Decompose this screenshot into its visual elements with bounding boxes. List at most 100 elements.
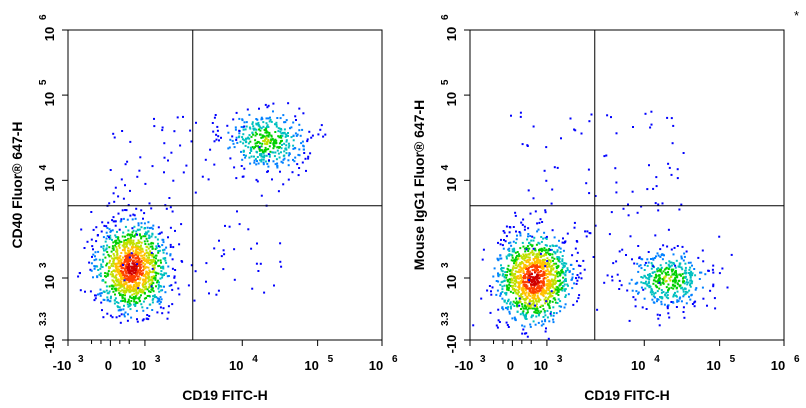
event-dot [564, 296, 567, 298]
event-dot [532, 247, 535, 250]
event-dot [621, 248, 624, 251]
event-dot [267, 117, 270, 120]
event-dot [525, 248, 528, 251]
event-dot [120, 178, 123, 181]
event-dot [649, 126, 652, 129]
event-dot [518, 268, 521, 271]
event-dot [261, 142, 264, 145]
event-dot [223, 253, 226, 256]
event-dot [522, 262, 525, 265]
event-dot [534, 266, 537, 269]
event-dot [534, 297, 537, 300]
event-dot [122, 274, 125, 277]
event-dot [266, 131, 269, 134]
event-dot [686, 291, 689, 294]
event-dot [134, 279, 137, 282]
event-dot [268, 145, 271, 148]
event-dot [152, 242, 155, 245]
event-dot [532, 252, 535, 255]
event-dot [151, 279, 154, 282]
event-dot [523, 257, 526, 260]
event-dot [287, 159, 290, 162]
event-dot [106, 227, 109, 229]
event-dot [521, 332, 524, 335]
event-dot [527, 227, 530, 230]
event-dot [683, 280, 685, 283]
event-dot [169, 246, 172, 248]
event-dot [647, 251, 650, 253]
event-dot [688, 268, 691, 271]
event-dot [651, 291, 654, 294]
event-dot [111, 229, 114, 232]
event-dot [560, 269, 563, 272]
event-dot [123, 297, 126, 300]
event-dot [585, 182, 588, 185]
event-dot [282, 158, 285, 161]
event-dot [287, 134, 289, 137]
event-dot [275, 121, 278, 124]
event-dot [128, 241, 131, 244]
event-dot [100, 230, 103, 233]
event-dot [562, 276, 565, 279]
event-dot [522, 271, 525, 274]
event-dot [303, 152, 306, 154]
event-dot [683, 252, 686, 255]
event-dot [561, 287, 563, 290]
event-dot [553, 291, 556, 294]
x-tick-label: -10 [455, 358, 474, 373]
event-dot [268, 159, 270, 162]
event-dot [646, 284, 649, 287]
event-dot [502, 273, 505, 276]
event-dot [161, 238, 164, 241]
event-dot [148, 290, 150, 293]
event-dot [302, 112, 305, 115]
event-dot [552, 259, 554, 262]
event-dot [670, 268, 673, 271]
event-dot [296, 163, 299, 166]
event-dot [234, 128, 237, 131]
event-dot [517, 301, 520, 304]
event-dot [140, 209, 143, 212]
event-dot [112, 285, 115, 288]
event-dot [538, 298, 541, 301]
event-dot [532, 288, 535, 291]
event-dot [263, 140, 266, 143]
event-dot [587, 168, 590, 171]
event-dot [280, 136, 283, 139]
event-dot [526, 285, 529, 288]
event-dot [118, 287, 121, 290]
event-dot [652, 187, 655, 190]
event-dot [540, 250, 543, 253]
event-dot [514, 270, 517, 273]
event-dot [510, 274, 513, 277]
event-dot [536, 306, 538, 309]
event-dot [275, 125, 278, 128]
event-dot [245, 125, 248, 128]
event-dot [117, 287, 120, 290]
event-dot [525, 254, 528, 257]
event-dot [143, 264, 146, 267]
event-dot [665, 280, 668, 282]
event-dot [554, 298, 557, 301]
event-dot [511, 268, 514, 271]
event-dot [528, 247, 531, 250]
event-dot [515, 292, 518, 295]
event-dot [558, 288, 561, 291]
event-dot [529, 279, 532, 282]
event-dot [539, 260, 542, 262]
event-dot [507, 306, 510, 309]
event-dot [132, 250, 135, 253]
event-dot [116, 279, 119, 281]
event-dot [542, 254, 545, 257]
event-dot [650, 262, 653, 265]
event-dot [569, 117, 572, 120]
event-dot [656, 268, 658, 271]
event-dot [518, 288, 521, 291]
event-dot [120, 300, 122, 303]
event-dot [501, 288, 504, 291]
event-dot [544, 244, 547, 247]
event-dot [248, 113, 251, 116]
event-dot [90, 211, 93, 213]
event-dot [548, 273, 551, 276]
event-dot [508, 226, 511, 228]
